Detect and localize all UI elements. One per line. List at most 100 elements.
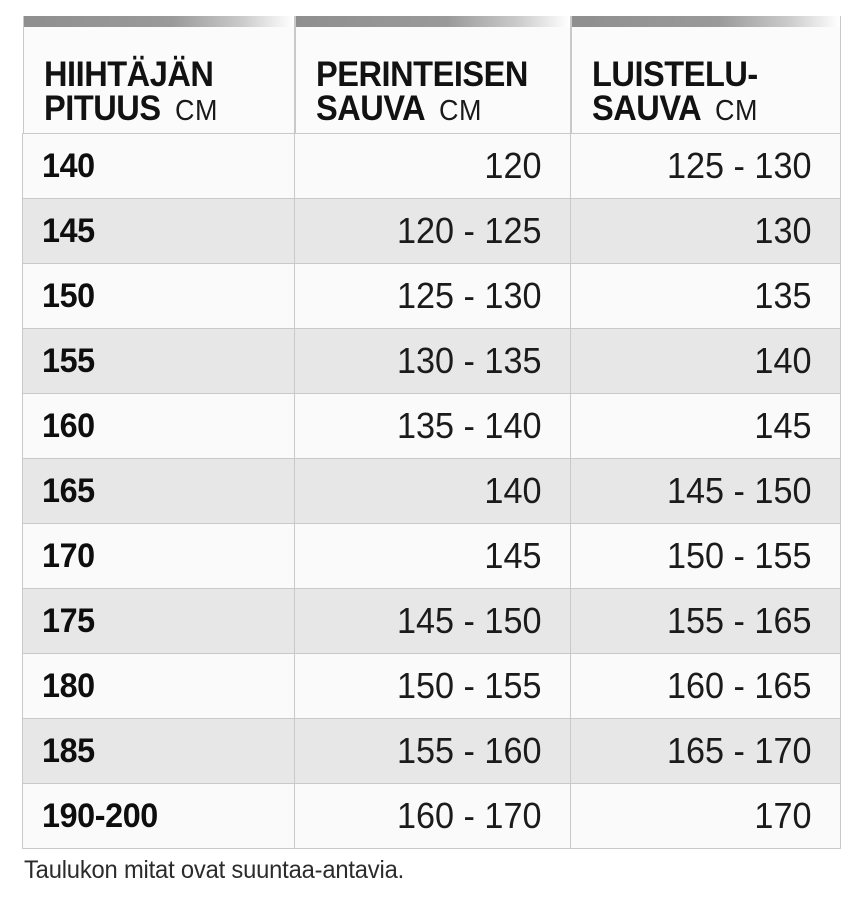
header-cell-height: HIIHTÄJÄN PITUUS CM: [22, 16, 295, 133]
header-cell-skate: LUISTELU- SAUVA CM: [570, 16, 841, 133]
column-header-skate: LUISTELU- SAUVA CM: [570, 16, 841, 134]
cell-classic: 140: [294, 458, 571, 524]
cell-classic: 120: [294, 133, 571, 199]
cell-skate: 125 - 130: [570, 133, 841, 199]
header-line2-classic: SAUVA CM: [315, 89, 560, 129]
cell-value-skate: 130: [754, 210, 812, 251]
cell-skate: 165 - 170: [570, 718, 841, 784]
cell-skate: 135: [570, 263, 841, 329]
header-line1-classic: PERINTEISEN: [315, 55, 560, 95]
table-row: 185 155 - 160 165 - 170: [22, 718, 841, 784]
header-line1-height: HIIHTÄJÄN: [43, 55, 284, 95]
cell-value-skate: 145: [754, 405, 812, 446]
cell-skate: 160 - 165: [570, 653, 841, 719]
cell-value-classic: 160 - 170: [396, 795, 542, 836]
cell-value-classic: 140: [484, 470, 542, 511]
cell-height: 190-200: [22, 783, 295, 849]
cell-value-classic: 150 - 155: [396, 665, 542, 706]
cell-value-skate: 170: [754, 795, 812, 836]
row-label: 170: [42, 536, 95, 575]
cell-classic: 135 - 140: [294, 393, 571, 459]
cell-value-skate: 125 - 130: [666, 145, 812, 186]
cell-value-classic: 130 - 135: [396, 340, 542, 381]
cell-height: 180: [22, 653, 295, 719]
cell-value-classic: 155 - 160: [396, 730, 542, 771]
cell-skate: 150 - 155: [570, 523, 841, 589]
table-container: HIIHTÄJÄN PITUUS CM PERINTEISEN SAUVA CM: [22, 16, 841, 849]
table-body: 140 120 125 - 130 145 120 - 125 130 150 125 - 1…: [22, 133, 841, 849]
cell-classic: 145 - 150: [294, 588, 571, 654]
cell-skate: 170: [570, 783, 841, 849]
header-title-line2-classic: SAUVA: [315, 89, 426, 129]
pole-length-table: HIIHTÄJÄN PITUUS CM PERINTEISEN SAUVA CM: [22, 16, 841, 849]
cell-value-skate: 145 - 150: [666, 470, 812, 511]
header-line2-skate: SAUVA CM: [592, 91, 830, 128]
cell-height: 185: [22, 718, 295, 784]
cell-skate: 155 - 165: [570, 588, 841, 654]
table-footnote: Taulukon mitat ovat suuntaa-antavia.: [24, 856, 404, 884]
cell-classic: 145: [294, 523, 571, 589]
row-label: 155: [42, 341, 95, 380]
cell-classic: 160 - 170: [294, 783, 571, 849]
cell-value-classic: 125 - 130: [396, 275, 542, 316]
cell-value-classic: 120: [484, 145, 542, 186]
table-row: 140 120 125 - 130: [22, 133, 841, 199]
cell-value-classic: 145: [484, 535, 542, 576]
table-row: 170 145 150 - 155: [22, 523, 841, 589]
row-label: 145: [42, 211, 95, 250]
header-line1-skate: LUISTELU-: [591, 55, 830, 95]
cell-classic: 150 - 155: [294, 653, 571, 719]
header-line2-height: PITUUS CM: [44, 91, 284, 128]
cell-height: 165: [22, 458, 295, 524]
column-header-classic: PERINTEISEN SAUVA CM: [294, 16, 571, 134]
row-label: 165: [42, 471, 95, 510]
header-text-classic: PERINTEISEN SAUVA CM: [315, 55, 560, 129]
cell-skate: 145: [570, 393, 841, 459]
cell-height: 170: [22, 523, 295, 589]
cell-value-classic: 145 - 150: [396, 600, 542, 641]
cell-skate: 130: [570, 198, 841, 264]
header-accent-bar-skate: [571, 16, 840, 27]
cell-value-classic: 135 - 140: [396, 405, 542, 446]
table-row: 165 140 145 - 150: [22, 458, 841, 524]
row-label: 140: [42, 146, 95, 185]
column-header-height: HIIHTÄJÄN PITUUS CM: [22, 16, 295, 134]
row-label: 180: [42, 666, 95, 705]
table-row: 155 130 - 135 140: [22, 328, 841, 394]
cell-height: 140: [22, 133, 295, 199]
cell-value-skate: 135: [754, 275, 812, 316]
cell-height: 150: [22, 263, 295, 329]
header-text-skate: LUISTELU- SAUVA CM: [591, 55, 830, 128]
cell-height: 145: [22, 198, 295, 264]
header-unit-skate: CM: [714, 95, 758, 128]
cell-classic: 130 - 135: [294, 328, 571, 394]
cell-classic: 120 - 125: [294, 198, 571, 264]
table-row: 160 135 - 140 145: [22, 393, 841, 459]
cell-value-skate: 150 - 155: [666, 535, 812, 576]
cell-value-skate: 140: [754, 340, 812, 381]
cell-height: 175: [22, 588, 295, 654]
cell-height: 155: [22, 328, 295, 394]
cell-value-skate: 160 - 165: [666, 665, 812, 706]
table-row: 175 145 - 150 155 - 165: [22, 588, 841, 654]
header-accent-bar-classic: [295, 16, 570, 27]
cell-skate: 145 - 150: [570, 458, 841, 524]
header-unit-height: CM: [174, 95, 218, 128]
header-row: HIIHTÄJÄN PITUUS CM PERINTEISEN SAUVA CM: [22, 16, 841, 134]
header-title-line1-height: HIIHTÄJÄN: [43, 55, 214, 95]
header-cell-classic: PERINTEISEN SAUVA CM: [294, 16, 571, 133]
table-row: 190-200 160 - 170 170: [22, 783, 841, 849]
row-label: 150: [42, 276, 95, 315]
cell-height: 160: [22, 393, 295, 459]
header-accent-bar-height: [23, 16, 294, 27]
header-title-line1-skate: LUISTELU-: [591, 55, 758, 95]
cell-classic: 155 - 160: [294, 718, 571, 784]
header-title-line1-classic: PERINTEISEN: [315, 55, 528, 95]
row-label: 160: [42, 406, 95, 445]
table-header: HIIHTÄJÄN PITUUS CM PERINTEISEN SAUVA CM: [22, 16, 841, 134]
header-text-height: HIIHTÄJÄN PITUUS CM: [43, 55, 284, 128]
cell-skate: 140: [570, 328, 841, 394]
row-label: 190-200: [42, 796, 158, 835]
row-label: 175: [42, 601, 95, 640]
